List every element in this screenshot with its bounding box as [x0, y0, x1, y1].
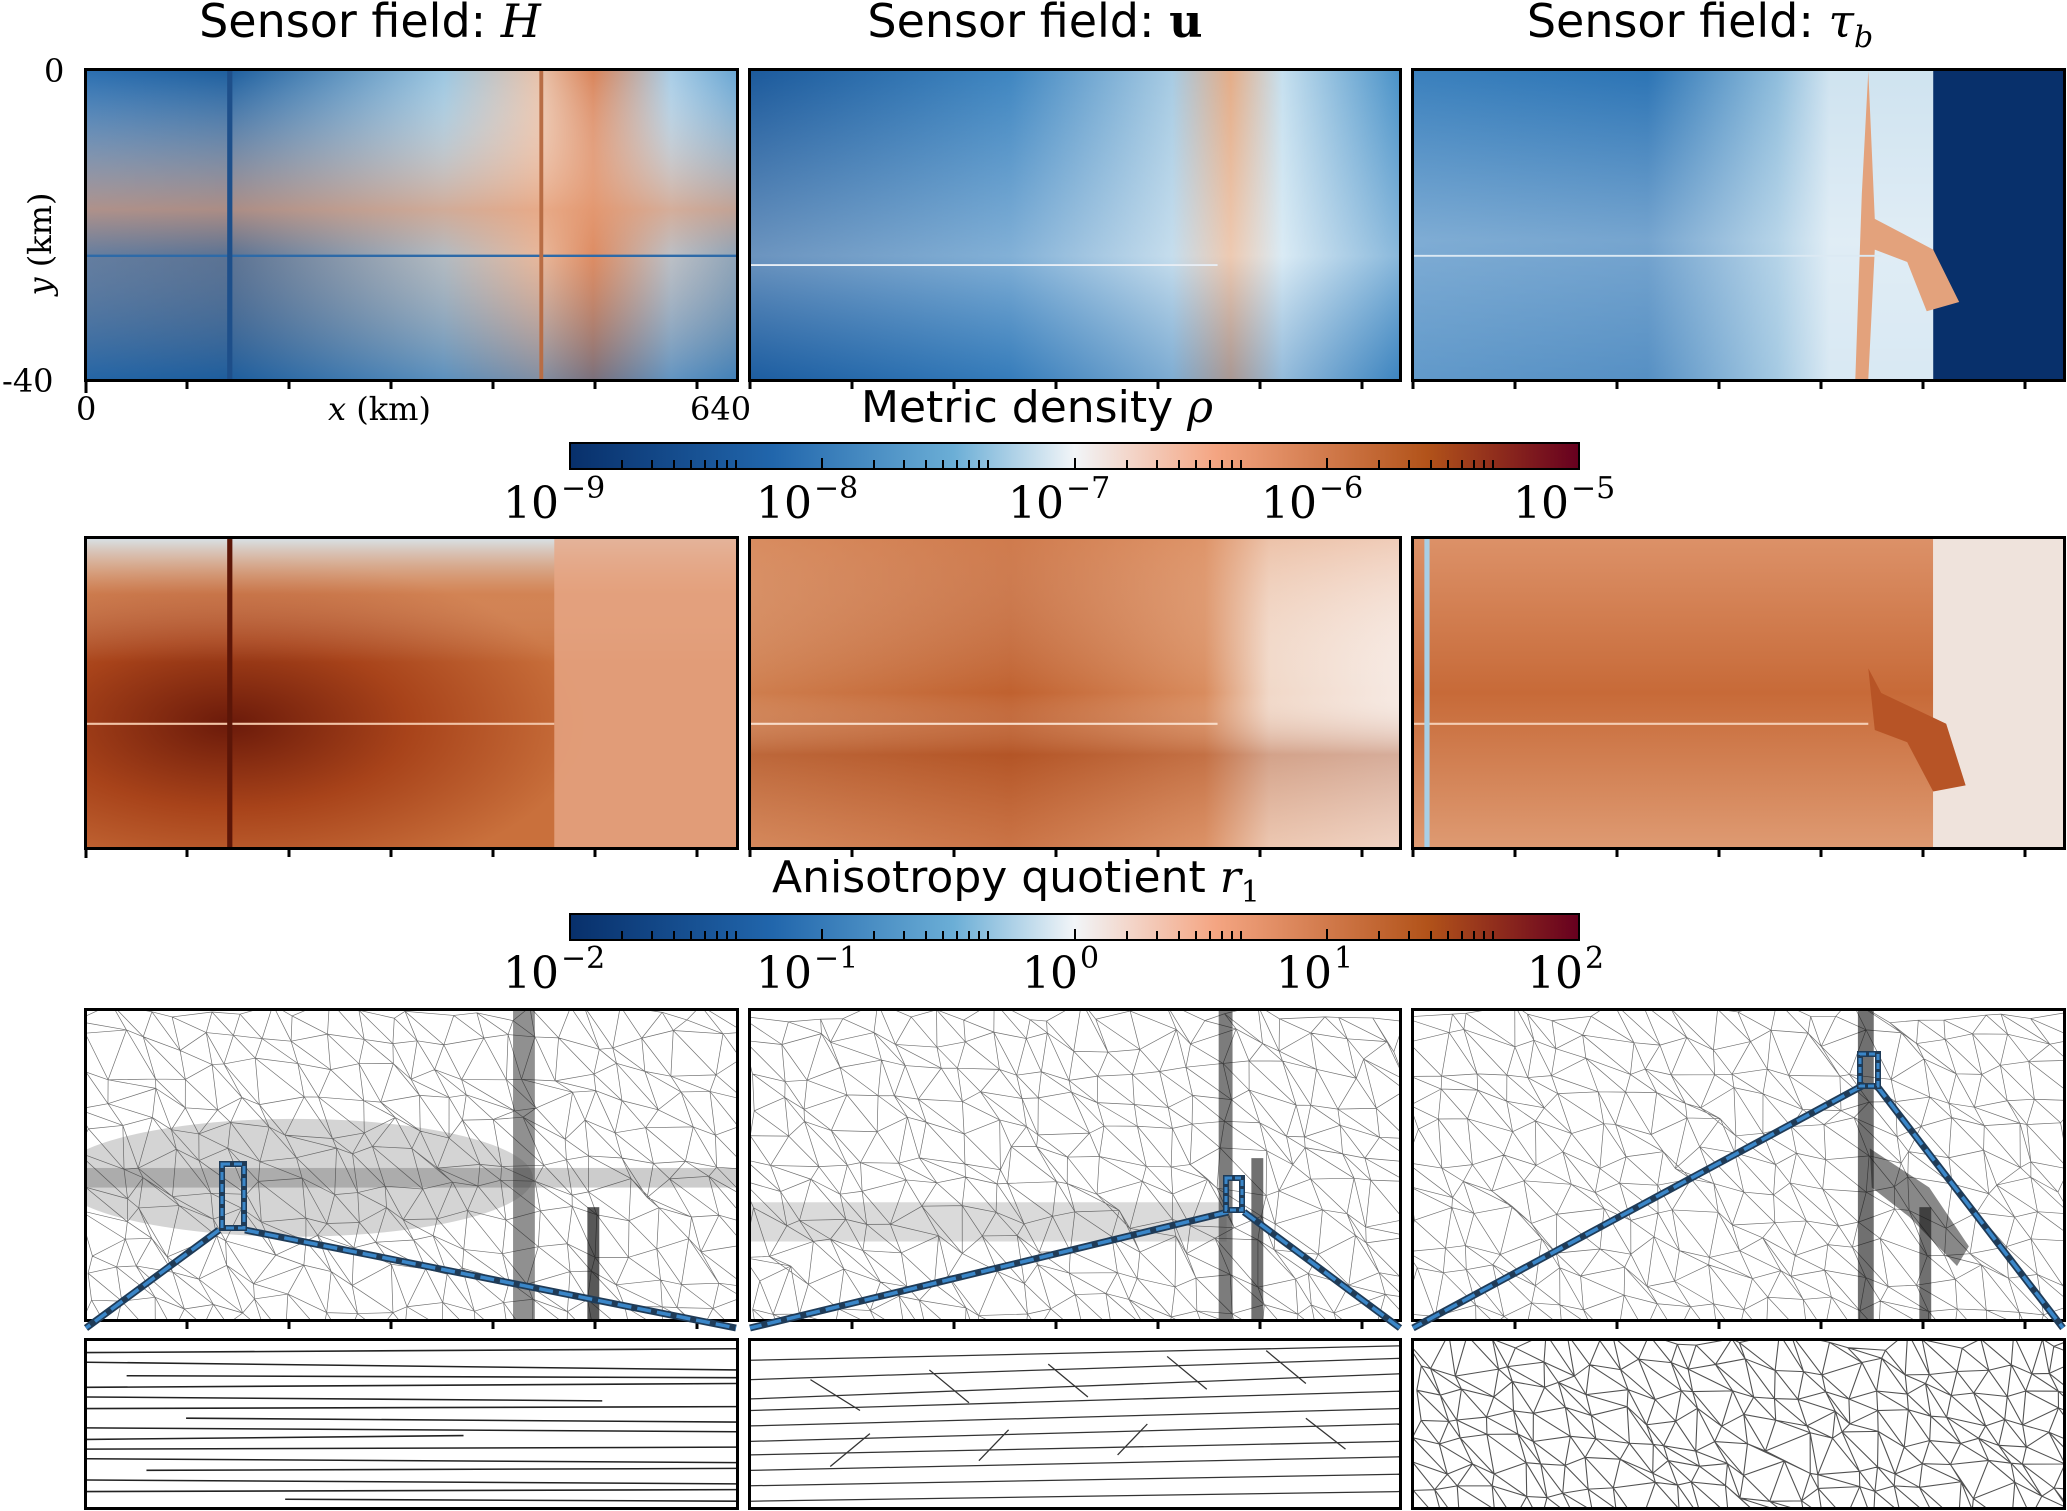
x-axis-label: x (km): [328, 390, 431, 428]
colorbar-density-tick: 10−6: [1261, 471, 1364, 529]
panel-density-tau: [1411, 536, 2066, 850]
y-tick-top: 0: [44, 52, 65, 90]
y-axis-var: y: [21, 277, 59, 296]
x-axis-var: x: [328, 390, 347, 428]
panel-mesh-h: [84, 1008, 739, 1322]
field-density-tau: [1414, 539, 2063, 847]
x-axis-unit: (km): [346, 390, 431, 428]
colorbar-density-tick: 10−8: [756, 471, 859, 529]
mesh-u: [751, 1011, 1399, 1319]
field-sensor-tau: [1414, 71, 2063, 379]
inset-zoom-tau: [1411, 1338, 2066, 1510]
column-title-prefix: Sensor field:: [867, 0, 1170, 48]
column-title-subscript: b: [1853, 20, 1874, 56]
y-axis-unit: (km): [21, 192, 59, 278]
column-title-symbol: τ: [1828, 0, 1854, 48]
colorbar-anisotropy-tick: 10−2: [503, 941, 606, 999]
colorbar-density-title-text: Metric density: [861, 382, 1188, 433]
x-tick-right: 640: [690, 390, 752, 428]
y-tick-bottom: -40: [2, 362, 54, 400]
colorbar-density: [569, 442, 1580, 470]
field-sensor-u: [751, 71, 1399, 379]
column-title-h: Sensor field: H: [80, 0, 660, 48]
y-axis-label: y (km): [21, 174, 59, 314]
colorbar-density-tick: 10−9: [503, 471, 606, 529]
panel-mesh-u: [748, 1008, 1402, 1322]
colorbar-anisotropy-symbol: r: [1219, 852, 1241, 903]
inset-lines-tau: [1414, 1341, 2063, 1507]
field-sensor-h: [87, 71, 736, 379]
inset-zoom-h: [84, 1338, 739, 1510]
panel-density-u: [748, 536, 1402, 850]
inset-zoom-u: [748, 1338, 1402, 1510]
inset-lines-u: [751, 1345, 1399, 1502]
colorbar-anisotropy: [569, 913, 1580, 941]
column-title-tau: Sensor field: τb: [1410, 0, 1990, 55]
colorbar-anisotropy-tick: 102: [1527, 941, 1605, 999]
panel-mesh-tau: [1411, 1008, 2066, 1322]
panel-density-h: [84, 536, 739, 850]
panel-sensor-h: [84, 68, 739, 382]
colorbar-anisotropy-tick: 100: [1022, 941, 1100, 999]
x-tick-left: 0: [76, 390, 97, 428]
colorbar-anisotropy-title: Anisotropy quotient r1: [772, 852, 1260, 910]
column-title-symbol: u: [1169, 0, 1203, 48]
column-title-prefix: Sensor field:: [199, 0, 501, 48]
column-title-prefix: Sensor field:: [1526, 0, 1829, 48]
colorbar-anisotropy-tick: 101: [1276, 941, 1354, 999]
panel-sensor-tau: [1411, 68, 2066, 382]
mesh-tau: [1414, 1011, 2063, 1319]
field-density-u: [751, 539, 1399, 847]
colorbar-anisotropy-title-text: Anisotropy quotient: [772, 852, 1220, 903]
mesh-h: [87, 1011, 736, 1319]
inset-lines-h: [87, 1347, 736, 1502]
colorbar-density-title: Metric density ρ: [861, 382, 1213, 433]
colorbar-density-tick: 10−5: [1513, 471, 1616, 529]
colorbar-density-tick: 10−7: [1008, 471, 1111, 529]
column-title-u: Sensor field: u: [745, 0, 1325, 48]
column-title-symbol: H: [500, 0, 541, 48]
panel-sensor-u: [748, 68, 1402, 382]
colorbar-anisotropy-subscript: 1: [1240, 874, 1260, 910]
colorbar-density-symbol: ρ: [1187, 382, 1213, 433]
field-density-h: [87, 539, 736, 847]
colorbar-anisotropy-tick: 10−1: [756, 941, 859, 999]
